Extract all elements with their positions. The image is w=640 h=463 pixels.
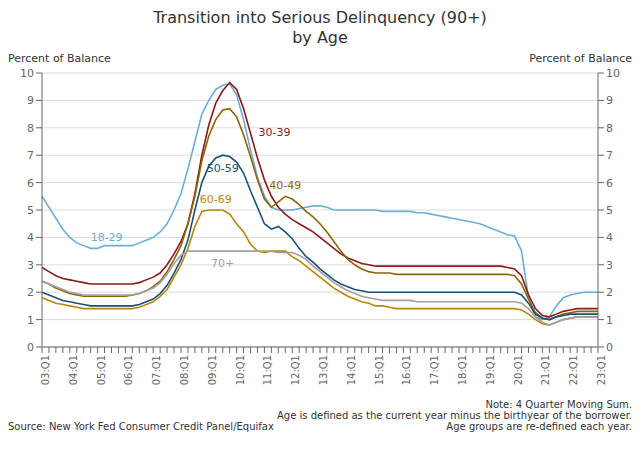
html-text:Source: New York Fed Consumer: Source: New York Fed Consumer Credit Pan… [8,421,274,432]
svg-text:18:Q1: 18:Q1 [457,355,468,385]
html-text:by Age: by Age [292,28,348,47]
svg-text:9: 9 [606,94,613,107]
html-text:Percent of Balance: Percent of Balance [8,52,111,65]
svg-text:8: 8 [606,122,613,135]
svg-text:30-39: 30-39 [259,126,291,139]
svg-text:70+: 70+ [211,257,234,270]
html-text:Percent of Balance: Percent of Balance [529,52,632,65]
svg-text:1: 1 [606,314,613,327]
svg-text:05:Q1: 05:Q1 [96,355,107,385]
html-text:Note: 4 Quarter Moving Sum.: Note: 4 Quarter Moving Sum. [485,399,632,410]
svg-text:10: 10 [606,67,620,80]
svg-text:09:Q1: 09:Q1 [207,355,218,385]
svg-text:11:Q1: 11:Q1 [263,355,274,385]
svg-text:07:Q1: 07:Q1 [151,355,162,385]
svg-text:4: 4 [27,231,34,244]
svg-text:08:Q1: 08:Q1 [179,355,190,385]
svg-text:22:Q1: 22:Q1 [568,355,579,385]
svg-text:18-29: 18-29 [91,231,123,244]
svg-text:8: 8 [27,122,34,135]
svg-text:0: 0 [27,341,34,354]
svg-text:1: 1 [27,314,34,327]
svg-text:16:Q1: 16:Q1 [402,355,413,385]
svg-text:21:Q1: 21:Q1 [541,355,552,385]
svg-text:5: 5 [606,204,613,217]
svg-text:60-69: 60-69 [200,193,232,206]
svg-text:13:Q1: 13:Q1 [318,355,329,385]
svg-text:5: 5 [27,204,34,217]
svg-text:9: 9 [27,94,34,107]
svg-text:50-59: 50-59 [207,162,239,175]
svg-text:3: 3 [27,259,34,272]
svg-text:12:Q1: 12:Q1 [290,355,301,385]
svg-text:6: 6 [606,177,613,190]
svg-text:4: 4 [606,231,613,244]
svg-text:3: 3 [606,259,613,272]
svg-text:15:Q1: 15:Q1 [374,355,385,385]
svg-text:23:Q1: 23:Q1 [596,355,607,385]
svg-text:2: 2 [606,286,613,299]
svg-text:14:Q1: 14:Q1 [346,355,357,385]
svg-text:7: 7 [27,149,34,162]
html-text:Transition into Serious Delinq: Transition into Serious Delinquency (90+… [153,8,487,27]
svg-text:03:Q1: 03:Q1 [40,355,51,385]
svg-text:2: 2 [27,286,34,299]
svg-text:7: 7 [606,149,613,162]
svg-text:20:Q1: 20:Q1 [513,355,524,385]
svg-text:10:Q1: 10:Q1 [235,355,246,385]
svg-text:17:Q1: 17:Q1 [429,355,440,385]
svg-text:6: 6 [27,177,34,190]
svg-text:40-49: 40-49 [269,179,301,192]
html-text:Age is defined as the current: Age is defined as the current year minus… [277,410,632,421]
svg-text:04:Q1: 04:Q1 [68,355,79,385]
svg-text:0: 0 [606,341,613,354]
html-text:Age groups are re-defined each: Age groups are re-defined each year. [446,421,632,432]
svg-text:06:Q1: 06:Q1 [124,355,135,385]
svg-text:19:Q1: 19:Q1 [485,355,496,385]
svg-text:10: 10 [20,67,34,80]
